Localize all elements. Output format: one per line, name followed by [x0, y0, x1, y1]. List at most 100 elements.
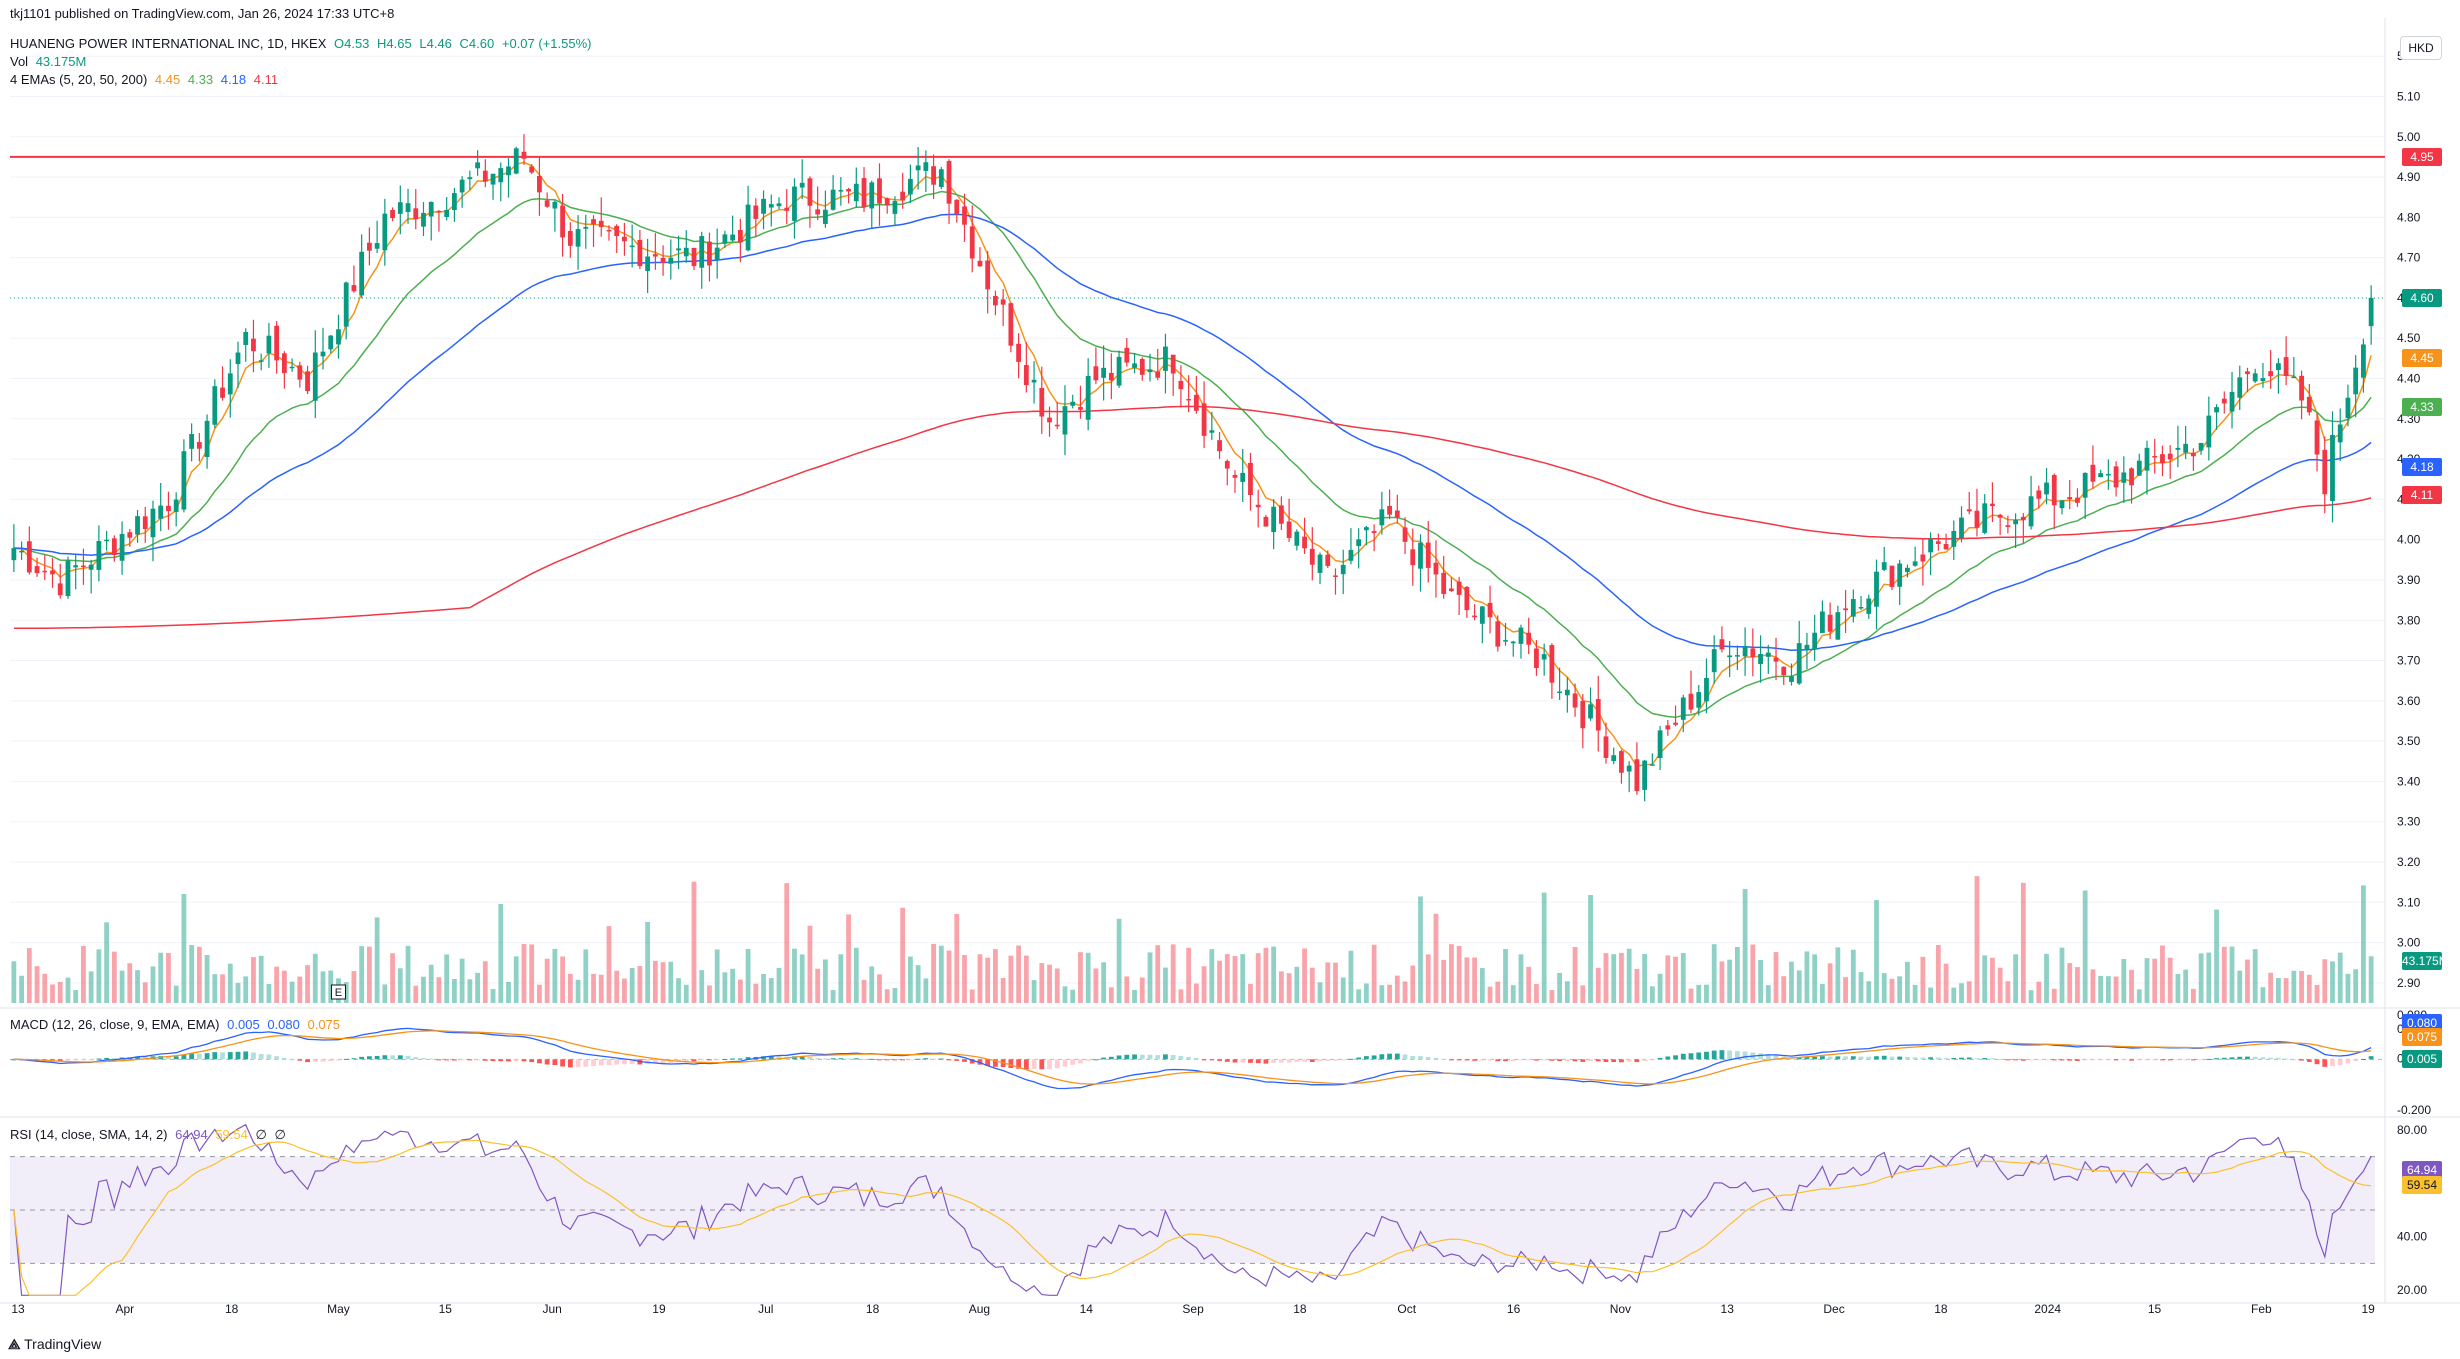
macd-histogram-bar — [745, 1057, 751, 1060]
candle-body — [2113, 466, 2119, 488]
candle — [923, 150, 929, 193]
volume-bar — [544, 958, 550, 1003]
candle-body — [1487, 602, 1493, 618]
macd-histogram-bar — [243, 1051, 249, 1060]
candle-body — [753, 205, 759, 219]
volume-bar — [1325, 962, 1331, 1003]
rsi-legend[interactable]: RSI (14, close, SMA, 14, 2) 64.94 59.54 … — [10, 1127, 290, 1143]
macd-histogram-bar — [2306, 1059, 2312, 1062]
candle — [73, 555, 79, 590]
macd-histogram-bar — [1874, 1056, 1879, 1060]
macd-histogram-bar — [853, 1058, 859, 1060]
date-tick-label: 2024 — [2034, 1302, 2061, 1316]
candle — [1758, 635, 1763, 683]
candle — [2005, 515, 2011, 534]
macd-histogram-bar — [189, 1053, 195, 1060]
volume-bar — [1611, 954, 1617, 1003]
rsi-tick-label: 40.00 — [2397, 1230, 2427, 1244]
volume-bar — [1449, 944, 1454, 1003]
macd-histogram-bar — [1990, 1058, 1995, 1060]
ema-label: 4 EMAs (5, 20, 50, 200) — [10, 72, 148, 87]
volume-bar — [1441, 959, 1447, 1003]
volume-bar — [2206, 952, 2212, 1003]
candle-body — [258, 360, 264, 362]
candle-body — [1456, 581, 1462, 595]
volume-bar — [1364, 983, 1369, 1003]
currency-button[interactable]: HKD — [2400, 36, 2442, 60]
volume-bar — [784, 883, 790, 1003]
candle-body — [196, 442, 202, 449]
volume-legend[interactable]: Vol 43.175M — [10, 54, 90, 69]
candles: EE — [11, 134, 2374, 1000]
volume-bar — [2121, 959, 2127, 1003]
macd-histogram-bar — [1155, 1055, 1161, 1060]
candle — [2299, 370, 2304, 420]
macd-histogram-bar — [1727, 1050, 1733, 1060]
candle — [1147, 353, 1153, 382]
candle-body — [2206, 415, 2212, 448]
candle — [1101, 345, 1107, 401]
candle-body — [691, 247, 697, 267]
candle — [50, 557, 55, 588]
candle-body — [1410, 549, 1416, 566]
candle — [1163, 333, 1168, 394]
volume-bar — [1541, 892, 1547, 1003]
candle-body — [737, 230, 743, 243]
macd-histogram-bar — [88, 1059, 94, 1061]
candle-body — [730, 234, 736, 241]
volume-bar — [1317, 982, 1323, 1003]
macd-histogram-bar — [204, 1053, 210, 1060]
candle — [1503, 622, 1508, 646]
candle-body — [1912, 561, 1918, 566]
price-tick-label: 3.00 — [2397, 936, 2421, 950]
macd-histogram-bar — [475, 1059, 480, 1061]
candle-body — [1626, 765, 1632, 772]
candle — [1108, 353, 1114, 400]
candle-body — [1325, 554, 1331, 566]
candle-body — [2237, 377, 2243, 398]
volume-bar — [691, 881, 697, 1003]
candle — [1193, 376, 1199, 414]
macd-pane — [10, 1027, 2385, 1090]
macd-legend[interactable]: MACD (12, 26, close, 9, EMA, EMA) 0.005 … — [10, 1017, 344, 1032]
volume-bar — [189, 945, 195, 1003]
candle — [1379, 491, 1385, 535]
macd-histogram-bar — [235, 1051, 241, 1060]
logo-text: TradingView — [24, 1336, 102, 1352]
tradingview-logo[interactable]: ⟁ TradingView — [8, 1336, 102, 1352]
candle-body — [1031, 379, 1037, 383]
volume-bar — [2314, 984, 2320, 1003]
candle — [962, 193, 967, 242]
volume-bar — [1974, 876, 1980, 1003]
candle — [1850, 589, 1856, 623]
candle-body — [544, 200, 550, 207]
volume-bar — [1132, 989, 1137, 1003]
candle-body — [1008, 303, 1014, 346]
volume-bar — [560, 956, 566, 1003]
candle — [768, 194, 774, 227]
macd-histogram-bar — [1534, 1059, 1539, 1061]
candle-body — [529, 166, 535, 173]
candle-body — [1518, 627, 1524, 644]
macd-histogram-bar — [1379, 1054, 1385, 1060]
symbol-legend[interactable]: HUANENG POWER INTERNATIONAL INC, 1D, HKE… — [10, 36, 596, 51]
volume-bar — [2113, 976, 2119, 1003]
macd-histogram-bar — [498, 1059, 504, 1062]
candle — [142, 506, 148, 543]
open-value: O4.53 — [334, 36, 370, 51]
candle — [1966, 491, 1972, 515]
candle — [1348, 528, 1354, 565]
ema-legend[interactable]: 4 EMAs (5, 20, 50, 200) 4.45 4.33 4.18 4… — [10, 72, 282, 87]
macd-histogram-bar — [1935, 1057, 1941, 1060]
candle — [482, 159, 488, 188]
volume-bar — [1294, 966, 1300, 1003]
volume-bar — [2175, 974, 2181, 1003]
candle — [158, 482, 164, 532]
candle-body — [962, 206, 967, 225]
macd-histogram-bar — [227, 1052, 233, 1060]
volume-bar — [312, 953, 318, 1003]
volume-bar — [1673, 956, 1678, 1003]
candle-body — [1147, 369, 1153, 373]
candle-body — [853, 183, 859, 202]
